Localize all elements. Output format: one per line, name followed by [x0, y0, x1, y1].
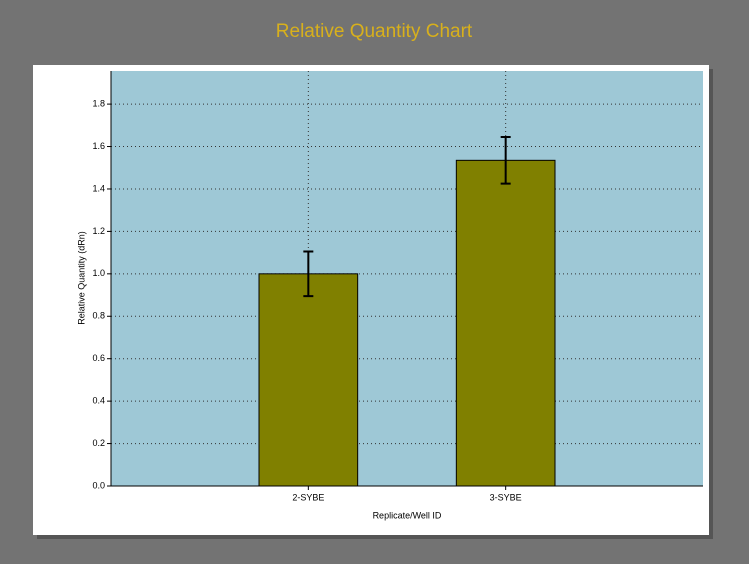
y-tick-label: 0.4: [92, 396, 105, 406]
y-tick-label: 0.8: [92, 311, 105, 321]
x-tick-label: 3-SYBE: [490, 492, 522, 502]
y-tick-label: 1.4: [92, 183, 105, 193]
bar: [258, 273, 359, 487]
error-bar: [500, 135, 511, 185]
y-tick-label: 1.8: [92, 98, 105, 108]
plot-area: [111, 71, 703, 486]
y-tick-label: 1.6: [92, 141, 105, 151]
chart-title: Relative Quantity Chart: [276, 21, 473, 42]
bar: [455, 159, 556, 487]
y-axis-label: Relative Quantity (dRn): [76, 231, 86, 325]
x-axis-label: Replicate/Well ID: [373, 510, 442, 520]
x-tick-label: 2-SYBE: [292, 492, 324, 502]
error-bar: [303, 250, 314, 298]
y-tick-label: 1.0: [92, 268, 105, 278]
y-tick-label: 0.2: [92, 438, 105, 448]
y-tick-label: 0.0: [92, 480, 105, 490]
y-tick-label: 1.2: [92, 226, 105, 236]
y-tick-label: 0.6: [92, 353, 105, 363]
